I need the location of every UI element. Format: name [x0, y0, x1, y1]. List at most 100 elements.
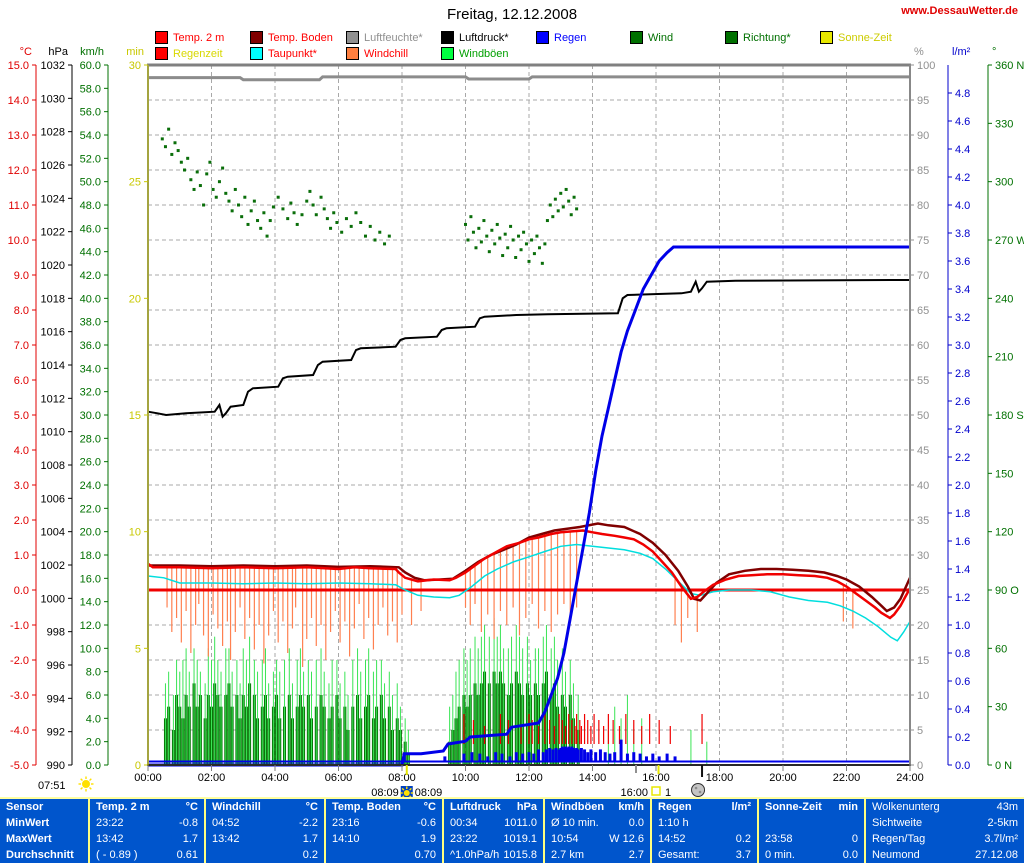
table-col-windb-en: Windböen km/h Ø 10 min. 0.0 10:54 W 12.6 2.7 k…: [543, 799, 650, 863]
tick-label: 44.0: [80, 247, 101, 259]
tick-label: 15: [917, 655, 929, 667]
tick-label: 52.0: [80, 153, 101, 165]
table-cell: Temp. Boden: [332, 801, 401, 813]
table-cell: Neumond: [872, 849, 920, 861]
table-row: 1:10 h: [652, 815, 757, 831]
tick-label: 0.2: [955, 732, 970, 744]
tick-label: -3.0: [10, 690, 29, 702]
tick-label: 3.0: [14, 480, 29, 492]
table-cell: 23:16: [332, 817, 360, 829]
series-regenzeit-ticks: [463, 714, 703, 744]
legend-color-swatch: [820, 31, 833, 44]
table-cell: Wolkenunterg: [872, 801, 940, 813]
table-cell-value: 27.12.08: [975, 849, 1018, 861]
tick-label: 0.8: [955, 648, 970, 660]
tick-label: 70: [917, 270, 929, 282]
table-row: Windchill °C: [206, 799, 324, 815]
tick-label: 25: [917, 585, 929, 597]
tick-label: 1020: [41, 260, 65, 272]
tick-label: 4.0: [955, 200, 970, 212]
tick-label: 992: [47, 727, 65, 739]
tick-label: 34.0: [80, 363, 101, 375]
series-luftfeuchte: [148, 75, 910, 82]
table-row: Gesamt: 3.7: [652, 847, 757, 863]
x-tick-label: 22:00: [833, 772, 861, 784]
table-row: 0.2: [206, 847, 324, 863]
legend-color-swatch: [250, 31, 263, 44]
tick-label: 32.0: [80, 387, 101, 399]
series-windboeen-spikes: [164, 618, 708, 764]
table-row: 0 min. 0.0: [759, 847, 864, 863]
tick-label: 3.4: [955, 284, 970, 296]
marker-moon: [691, 783, 706, 797]
tick-label: 75: [917, 235, 929, 247]
table-cell-value: 0: [851, 833, 858, 845]
table-cell: Temp. 2 m: [96, 801, 150, 813]
table-col-luftdruck: Luftdruck hPa 00:34 1011.0 23:22 1019.1 ^1.0hP…: [442, 799, 543, 863]
tick-label: 2.0: [14, 515, 29, 527]
tick-label: 1002: [41, 560, 65, 572]
table-row: 23:16 -0.6: [326, 815, 442, 831]
table-row: Sensor: [0, 799, 88, 815]
table-cell-value: °C: [423, 801, 436, 813]
table-cell-value: 0.0: [628, 817, 644, 829]
tick-label: 26.0: [80, 457, 101, 469]
tick-label: 85: [917, 165, 929, 177]
axis-unit-label: km/h: [80, 46, 104, 58]
legend-color-swatch: [441, 47, 454, 60]
table-col-temp-2-m: Temp. 2 m °C 23:22 -0.8 13:42 1.7 ( - 0.89 ) 0.…: [88, 799, 204, 863]
tick-label: 9.0: [14, 270, 29, 282]
x-tick-label: 10:00: [452, 772, 480, 784]
table-cell-value: °C: [305, 801, 318, 813]
table-row: 0.70: [326, 847, 442, 863]
series-taupunkt: [147, 543, 911, 642]
sunrise-icon: [400, 786, 414, 797]
tick-label: 20: [129, 293, 141, 305]
table-cell: MinWert: [6, 817, 50, 829]
tick-label: 1032: [41, 60, 65, 72]
tick-label: 30: [129, 60, 141, 72]
table-row: Durchschnitt: [0, 847, 88, 863]
sunset-time-label-right: 08:09: [415, 787, 443, 797]
tick-label: 2.0: [955, 480, 970, 492]
axis-unit-label: °C: [20, 46, 32, 58]
tick-label: 3.6: [955, 256, 970, 268]
tick-label: 13.0: [8, 130, 29, 142]
tick-label: 65: [917, 305, 929, 317]
table-cell: Ø 10 min.: [551, 817, 599, 829]
tick-label: 42.0: [80, 270, 101, 282]
tick-label: 5.0: [14, 410, 29, 422]
tick-label: 120: [995, 527, 1013, 539]
axis-min: 0 5 10 15 20 25 30 min: [126, 46, 149, 772]
table-col-windchill: Windchill °C 04:52 -2.2 13:42 1.7 0.2: [204, 799, 324, 863]
table-cell-value: 0.61: [176, 849, 198, 861]
tick-label: 30: [917, 550, 929, 562]
table-cell-value: 1.7: [182, 833, 198, 845]
table-row: 2.7 km 2.7: [545, 847, 650, 863]
tick-label: 1000: [41, 593, 65, 605]
table-row: 00:34 1011.0: [444, 815, 543, 831]
legend-color-swatch: [346, 47, 359, 60]
tick-label: 12.0: [8, 165, 29, 177]
tick-label: 5: [135, 643, 141, 655]
table-cell: 10:54: [551, 833, 579, 845]
table-cell-value: 1019.1: [503, 833, 537, 845]
table-cell: 13:42: [96, 833, 124, 845]
website-link[interactable]: www.DessauWetter.de: [901, 5, 1018, 17]
x-tick-label: 18:00: [706, 772, 734, 784]
table-cell: Sensor: [6, 801, 44, 813]
legend-color-swatch: [155, 47, 168, 60]
axis-kmh: 0.0 2.0 4.0 6.0 8.0 10.0 12.0 14.0 16.0 18.0 20.0 2…: [80, 46, 109, 772]
series-regen: [148, 245, 910, 767]
tick-label: 16.0: [80, 573, 101, 585]
tick-label: 30.0: [80, 410, 101, 422]
tick-label: 10.0: [8, 235, 29, 247]
table-cell-value: 3.7: [735, 849, 751, 861]
table-row: Neumond 27.12.08: [866, 847, 1024, 863]
x-tick-label: 14:00: [579, 772, 607, 784]
legend-item-regen: Regen: [536, 31, 586, 44]
table-row: Temp. 2 m °C: [90, 799, 204, 815]
tick-label: 30: [995, 702, 1007, 714]
tick-label: 80: [917, 200, 929, 212]
sunrise-time-label: 08:09: [371, 787, 399, 797]
